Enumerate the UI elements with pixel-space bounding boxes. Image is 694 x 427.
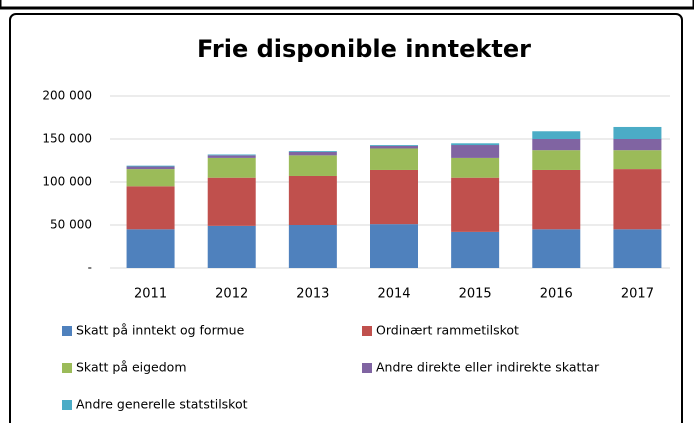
x-tick-label: 2013 [296,287,329,302]
bar-segment [532,169,581,230]
bar-segment [207,177,256,226]
bar-segment [370,145,418,149]
legend-label: Andre generelle statstilskot [76,397,248,412]
bar-segment [288,175,337,225]
y-tick-label: 200 000 [42,89,92,103]
x-tick-label: 2016 [540,287,573,302]
bar-segment [126,229,175,268]
bar-segment [288,151,337,152]
bar-segment [451,231,500,268]
bar-segment [613,229,662,268]
bar-segment [613,139,662,151]
bar-segment [207,154,256,156]
bar-segment [532,150,581,170]
top-frame [0,0,694,10]
x-tick-label: 2017 [621,287,654,302]
bar-segment [451,143,500,146]
legend-label: Andre direkte eller indirekte skattar [376,360,600,375]
legend-label: Ordinært rammetilskot [376,323,519,338]
y-tick-label: 50 000 [50,218,92,232]
legend-swatch [362,363,372,373]
x-tick-label: 2012 [215,287,248,302]
legend-swatch [62,400,72,410]
legend-label: Skatt på eigedom [76,360,187,375]
bar-segment [288,155,337,176]
bar-segment [288,151,337,156]
bar-segment [207,155,256,158]
legend-swatch [62,326,72,336]
chart-frame [9,13,683,427]
bar-segment [288,225,337,268]
bar-segment [613,126,662,139]
x-tick-label: 2014 [377,287,410,302]
legend-swatch [62,363,72,373]
legend-swatch [362,326,372,336]
bar-segment [451,177,500,232]
bar-segment [451,145,500,158]
y-tick-label: 150 000 [42,132,92,146]
x-tick-label: 2011 [134,287,167,302]
y-tick-label: - [88,261,92,275]
bar-segment [613,169,662,230]
x-tick-label: 2015 [459,287,492,302]
bar-segment [370,148,418,170]
chart-title: Frie disponible inntekter [197,35,531,63]
bar-segment [370,145,418,146]
bar-segment [532,229,581,268]
bar-segment [126,166,175,170]
bar-segment [451,157,500,178]
bar-segment [126,169,175,187]
bar-segment [370,169,418,225]
y-tick-label: 100 000 [42,175,92,189]
bar-segment [532,131,581,139]
bar-segment [126,165,175,167]
bar-segment [532,139,581,151]
bar-segment [613,150,662,170]
legend-label: Skatt på inntekt og formue [76,323,245,338]
bar-segment [207,157,256,178]
bar-segment [126,186,175,230]
bar-segment [207,225,256,268]
bar-segment [370,224,418,268]
